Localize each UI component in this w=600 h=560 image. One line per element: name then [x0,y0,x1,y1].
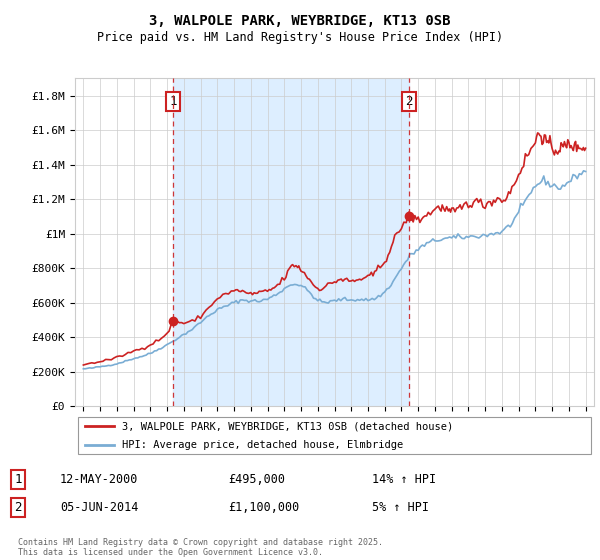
Text: Price paid vs. HM Land Registry's House Price Index (HPI): Price paid vs. HM Land Registry's House … [97,31,503,44]
Text: 12-MAY-2000: 12-MAY-2000 [60,473,139,486]
Text: 1: 1 [170,95,177,108]
Text: 2: 2 [14,501,22,514]
Text: 3, WALPOLE PARK, WEYBRIDGE, KT13 0SB: 3, WALPOLE PARK, WEYBRIDGE, KT13 0SB [149,14,451,28]
FancyBboxPatch shape [77,417,592,454]
Text: HPI: Average price, detached house, Elmbridge: HPI: Average price, detached house, Elmb… [122,440,403,450]
Text: 1: 1 [14,473,22,486]
Bar [173,78,409,406]
Text: £495,000: £495,000 [228,473,285,486]
Text: Contains HM Land Registry data © Crown copyright and database right 2025.
This d: Contains HM Land Registry data © Crown c… [18,538,383,557]
Text: 14% ↑ HPI: 14% ↑ HPI [372,473,436,486]
Text: 3, WALPOLE PARK, WEYBRIDGE, KT13 0SB (detached house): 3, WALPOLE PARK, WEYBRIDGE, KT13 0SB (de… [122,421,453,431]
Text: 05-JUN-2014: 05-JUN-2014 [60,501,139,514]
Text: 5% ↑ HPI: 5% ↑ HPI [372,501,429,514]
Text: £1,100,000: £1,100,000 [228,501,299,514]
Text: 2: 2 [405,95,412,108]
